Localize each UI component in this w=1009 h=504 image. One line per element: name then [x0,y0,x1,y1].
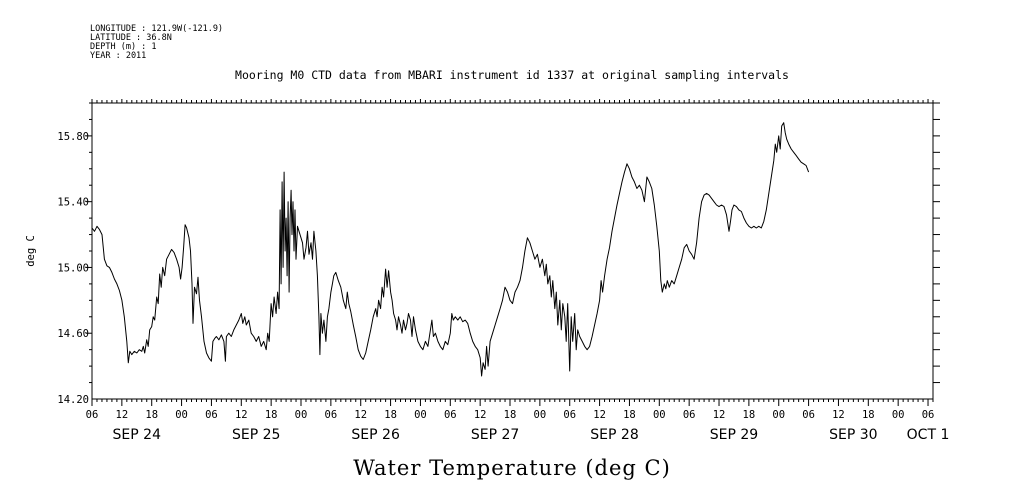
metadata-block: LONGITUDE : 121.9W(-121.9) LATITUDE : 36… [90,24,223,61]
x-tick-label: 12 [354,409,367,421]
x-tick-label: 12 [713,409,726,421]
x-tick-label: 00 [534,409,547,421]
x-day-label: SEP 25 [232,427,280,443]
series-line-water-temperature [91,122,810,377]
plot-frame [91,102,934,400]
y-tick-label: 14.60 [57,328,89,340]
x-day-label: OCT 1 [907,427,950,443]
y-tick-label: 14.20 [57,394,89,406]
x-day-label: SEP 29 [710,427,758,443]
x-tick-label: 06 [922,409,935,421]
x-tick-label: 12 [593,409,606,421]
x-tick-labels: 06 12 18 00 06 12 18 00 06 12 18 00 06 12 18 00 06 12 18 00… [86,409,935,421]
x-tick-label: 12 [116,409,129,421]
x-tick-label: 06 [325,409,338,421]
x-day-label: SEP 24 [113,427,162,443]
y-tick-label: 15.40 [57,197,89,209]
y-axis-ticks [86,102,940,384]
latitude-label: LATITUDE : 36.8N [90,33,172,43]
chart-caption: Water Temperature (deg C) [353,456,671,480]
x-tick-label: 06 [205,409,218,421]
x-tick-label: 06 [444,409,457,421]
chart-title: Mooring M0 CTD data from MBARI instrumen… [235,68,789,82]
x-tick-label: 18 [623,409,636,421]
x-tick-label: 00 [175,409,188,421]
y-tick-label: 15.00 [57,262,89,274]
x-tick-label: 00 [653,409,666,421]
depth-label: DEPTH (m) : 1 [90,42,157,52]
y-tick-label: 15.80 [57,131,89,143]
x-tick-label: 18 [862,409,875,421]
x-tick-label: 06 [563,409,576,421]
x-tick-label: 06 [683,409,696,421]
y-axis-label: deg C [25,235,37,267]
bottom-ticks [91,399,934,406]
x-tick-label: 18 [145,409,158,421]
year-label: YEAR : 2011 [90,51,146,61]
longitude-label: LONGITUDE : 121.9W(-121.9) [90,24,223,34]
top-minor-ticks [91,99,934,103]
x-tick-label: 00 [414,409,427,421]
x-tick-label: 18 [384,409,397,421]
x-day-label: SEP 28 [590,427,638,443]
x-day-label: SEP 27 [471,427,519,443]
x-tick-label: 00 [892,409,905,421]
x-tick-label: 18 [265,409,278,421]
x-tick-label: 18 [743,409,756,421]
x-tick-label: 18 [504,409,517,421]
x-tick-label: 00 [295,409,308,421]
y-tick-labels: 14.20 14.60 15.00 15.40 15.80 [57,131,89,406]
x-tick-label: 12 [235,409,248,421]
x-tick-label: 06 [802,409,815,421]
x-day-labels: SEP 24 SEP 25 SEP 26 SEP 27 SEP 28 SEP 29 SEP … [113,427,950,443]
x-tick-label: 06 [86,409,99,421]
x-tick-label: 12 [474,409,487,421]
x-tick-label: 12 [832,409,845,421]
x-tick-label: 00 [772,409,785,421]
x-day-label: SEP 30 [829,427,877,443]
x-day-label: SEP 26 [351,427,400,443]
